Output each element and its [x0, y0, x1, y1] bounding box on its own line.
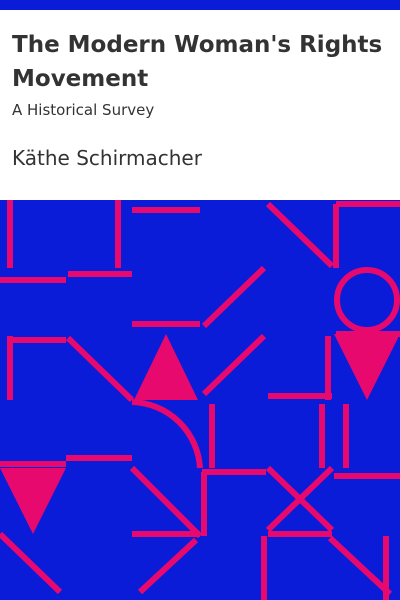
- triangle-down-shape: [0, 468, 66, 534]
- book-subtitle: A Historical Survey: [12, 101, 155, 119]
- triangle-down-shape: [334, 334, 400, 400]
- pattern-line-shape: [201, 265, 267, 329]
- pattern-line-shape: [0, 531, 63, 595]
- pattern-line-shape: [131, 399, 203, 469]
- pattern-line-shape: [129, 465, 203, 539]
- pattern-lines: [0, 200, 400, 600]
- pattern-line-shape: [265, 465, 335, 533]
- title-block: The Modern Woman's Rights Movement A His…: [12, 28, 388, 120]
- pattern-triangles: [0, 334, 400, 534]
- triangle-up-shape: [134, 334, 198, 400]
- pattern-background: [0, 200, 400, 600]
- pattern-line-shape: [201, 333, 267, 397]
- book-title: The Modern Woman's Rights Movement: [12, 32, 383, 92]
- cover-pattern: [0, 200, 400, 600]
- book-author: Käthe Schirmacher: [12, 146, 202, 170]
- pattern-line-shape: [65, 335, 135, 403]
- pattern-line-shape: [334, 267, 400, 333]
- pattern-line-shape: [137, 537, 199, 595]
- pattern-line-shape: [327, 535, 393, 597]
- top-color-bar: [0, 0, 400, 10]
- pattern-line-shape: [265, 201, 335, 269]
